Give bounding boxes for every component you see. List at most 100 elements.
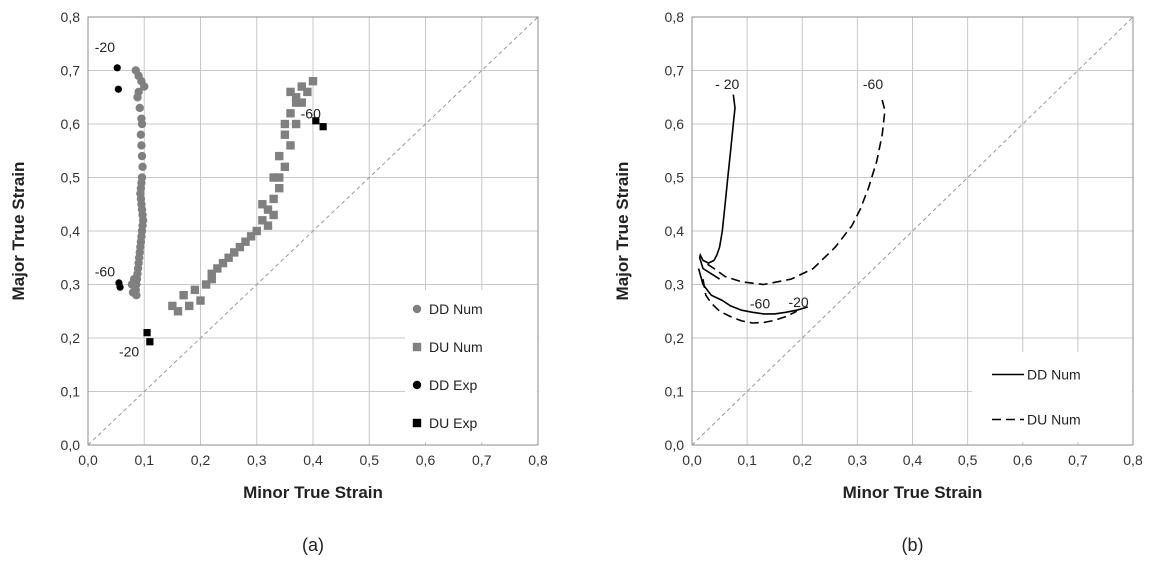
chart-b-legend: DD Num DU Num: [972, 352, 1132, 442]
du-num-point: [275, 173, 284, 182]
dd-num-point: [138, 162, 147, 171]
du-num-point: [269, 210, 278, 220]
y-tick-label: 0,0: [61, 437, 81, 453]
x-tick-label: 0,1: [737, 452, 757, 468]
du-num-point: [286, 141, 295, 150]
du-num-point: [213, 264, 222, 273]
du-num-point: [263, 205, 273, 214]
du-num-point: [291, 93, 301, 102]
du-num-point: [280, 162, 290, 171]
plot-frame: [87, 16, 539, 446]
du-num-point: [286, 109, 295, 118]
chart-a-legend: DD Num DU Num DD Exp DU Exp: [405, 290, 537, 442]
dd-num-point: [137, 151, 147, 161]
legend-swatch-du-num: [412, 342, 422, 352]
du-num-point: [308, 77, 318, 86]
y-tick-label: 0,7: [61, 63, 81, 79]
x-tick-label: 0,2: [793, 452, 813, 468]
chart-a-x-axis-title: Minor True Strain: [243, 483, 383, 502]
du-num-point: [168, 301, 177, 311]
du-num-point: [207, 269, 216, 278]
y-tick-label: 0,7: [665, 63, 685, 79]
du-num-point: [201, 280, 211, 289]
du-num-point: [196, 296, 205, 305]
y-tick-label: 0,5: [61, 170, 81, 186]
x-tick-label: 0,7: [1068, 452, 1088, 468]
legend-label-dd-num: DD Num: [1027, 367, 1081, 383]
du-num-point: [252, 226, 261, 236]
du-num-point: [291, 119, 301, 129]
chart-b-series: [697, 94, 886, 324]
legend-swatch-dd-exp: [412, 380, 422, 390]
du-num-point: [275, 151, 284, 161]
du-num-point: [235, 242, 245, 252]
y-tick-label: 0,6: [61, 116, 81, 132]
du-num-point: [275, 184, 284, 193]
chart-b-ticks: 0,0 0,1 0,2 0,3 0,4 0,5 0,6 0,7 0,8 0,0 0,1 0,2 0,3 0…: [665, 9, 1143, 468]
du-num-point: [297, 82, 306, 91]
dd-num-point: [137, 119, 147, 129]
chart-b-x-axis-title: Minor True Strain: [843, 483, 983, 502]
x-tick-label: 0,0: [682, 452, 702, 468]
du-num-point: [269, 194, 278, 204]
du-num-curve: [702, 278, 798, 324]
dd-num-point: [135, 103, 144, 113]
chart-b-reference-line: [691, 16, 1134, 446]
x-tick-label: 0,1: [135, 452, 155, 468]
dd-num-point: [132, 291, 141, 300]
y-tick-label: 0,8: [61, 9, 81, 25]
legend-swatch-dd-num: [412, 304, 422, 314]
y-tick-label: 0,1: [665, 384, 685, 400]
y-tick-label: 0,2: [61, 330, 81, 346]
plot-frame: [691, 16, 1134, 446]
du-num-point: [230, 248, 239, 257]
chart-a-y-axis-title: Major True Strain: [9, 162, 28, 301]
y-tick-label: 0,8: [665, 9, 685, 25]
y-tick-label: 0,2: [665, 330, 685, 346]
legend-label-du-num: DU Num: [1027, 412, 1081, 428]
du-num-curve: [705, 99, 886, 286]
du-num-point: [286, 87, 295, 97]
x-tick-label: 0,0: [78, 452, 98, 468]
dd-num-point: [137, 141, 146, 150]
dd-exp-point: [116, 283, 124, 291]
du-num-point: [218, 258, 228, 268]
chart-b-y-axis-title: Major True Strain: [613, 162, 632, 301]
y-tick-label: 0,4: [61, 223, 81, 239]
du-exp-point: [312, 117, 320, 125]
du-num-point: [246, 232, 256, 241]
annotation-label: -60: [863, 76, 883, 92]
legend-box: [405, 290, 537, 442]
x-tick-label: 0,2: [191, 452, 211, 468]
legend-swatch-du-exp: [412, 418, 422, 428]
du-num-point: [291, 98, 301, 107]
legend-box: [972, 352, 1132, 442]
x-tick-label: 0,8: [1123, 452, 1143, 468]
dd-num-point: [133, 93, 142, 102]
x-tick-label: 0,7: [472, 452, 492, 468]
chart-b-grid: [691, 16, 1134, 446]
x-tick-label: 0,8: [528, 452, 548, 468]
du-num-point: [173, 307, 183, 316]
du-num-point: [258, 216, 267, 225]
y-tick-label: 0,1: [61, 384, 81, 400]
du-exp-point: [143, 329, 151, 337]
y-tick-label: 0,4: [665, 223, 685, 239]
du-num-point: [280, 130, 290, 139]
chart-a: 0,0 0,1 0,2 0,3 0,4 0,5 0,6 0,7 0,8 0,0 0,1 0,2 0,3 0…: [9, 9, 548, 555]
y-tick-label: 0,3: [61, 277, 81, 293]
legend-label-dd-num: DD Num: [429, 301, 483, 317]
x-tick-label: 0,4: [903, 452, 923, 468]
chart-b-panel-label: (b): [902, 535, 924, 555]
chart-b: 0,0 0,1 0,2 0,3 0,4 0,5 0,6 0,7 0,8 0,0 0,1 0,2 0,3 0…: [613, 9, 1143, 555]
du-num-point: [241, 237, 250, 246]
du-num-point: [224, 253, 233, 262]
du-exp-point: [146, 338, 154, 346]
dd-exp-point: [113, 64, 121, 72]
x-tick-label: 0,5: [360, 452, 380, 468]
x-tick-label: 0,4: [303, 452, 323, 468]
dd-num-curve: [697, 268, 809, 315]
du-num-point: [179, 291, 188, 300]
dd-num-curve: [698, 94, 736, 280]
